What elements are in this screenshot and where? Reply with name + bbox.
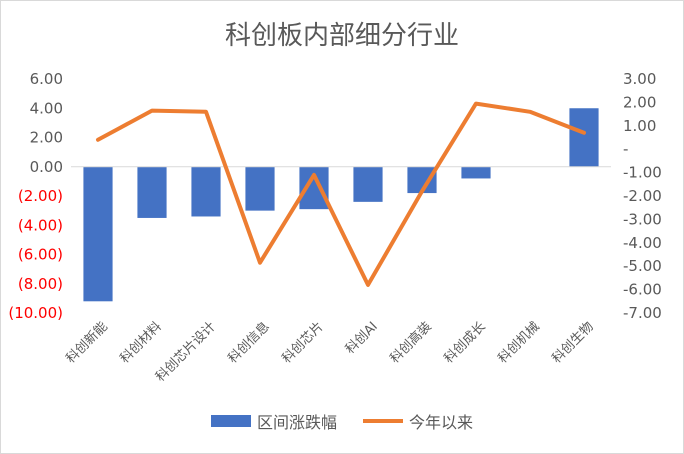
left-tick-label: (8.00) xyxy=(18,275,63,293)
left-tick-label: (6.00) xyxy=(18,246,63,264)
chart-title: 科创板内部细分行业 xyxy=(225,21,459,51)
category-label: 科创生物 xyxy=(549,319,596,366)
bar xyxy=(353,166,383,202)
right-tick-label: - xyxy=(623,140,628,158)
category-label: 科创新能 xyxy=(63,319,111,367)
right-tick-label: 1.00 xyxy=(623,117,656,135)
category-label: 科创高装 xyxy=(387,319,435,367)
category-label: 科创材料 xyxy=(117,319,164,366)
right-tick-label: -5.00 xyxy=(623,257,662,275)
left-tick-label: (4.00) xyxy=(18,216,63,234)
left-axis: 6.00 4.00 2.00 0.00 (2.00) (4.00) (6.00) (8.00)… xyxy=(8,70,63,322)
bar xyxy=(137,166,167,218)
legend: 区间涨跌幅 今年以来 xyxy=(211,413,473,432)
bar xyxy=(461,166,491,179)
bar xyxy=(191,166,221,217)
left-tick-label: 6.00 xyxy=(30,70,63,88)
bar xyxy=(569,108,599,167)
right-tick-label: -7.00 xyxy=(623,304,662,322)
right-tick-label: -4.00 xyxy=(623,234,662,252)
left-tick-label: (10.00) xyxy=(8,304,63,322)
left-tick-label: 0.00 xyxy=(30,158,63,176)
right-tick-label: -6.00 xyxy=(623,281,662,299)
category-label: 科创芯片 xyxy=(279,319,326,366)
right-tick-label: -3.00 xyxy=(623,210,662,228)
category-label: 科创AI xyxy=(343,319,381,357)
right-tick-label: 3.00 xyxy=(623,70,656,88)
right-tick-label: -2.00 xyxy=(623,187,662,205)
line-series xyxy=(96,101,586,287)
right-tick-label: -1.00 xyxy=(623,164,662,182)
bar-series xyxy=(83,108,599,302)
left-tick-label: 4.00 xyxy=(30,99,63,117)
legend-bar-swatch xyxy=(211,415,251,427)
left-tick-label: (2.00) xyxy=(18,187,63,205)
series-line xyxy=(96,101,586,287)
left-tick-label: 2.00 xyxy=(30,129,63,147)
right-axis: 3.00 2.00 1.00 - -1.00 -2.00 -3.00 -4.00 -5.00 -6… xyxy=(623,70,662,322)
right-tick-label: 2.00 xyxy=(623,93,656,111)
legend-line-label: 今年以来 xyxy=(409,413,473,432)
bar xyxy=(245,166,275,211)
category-label: 科创成长 xyxy=(441,319,488,366)
category-label: 科创信息 xyxy=(225,319,273,367)
legend-bar-label: 区间涨跌幅 xyxy=(257,413,337,432)
category-label: 科创机械 xyxy=(495,319,542,366)
bar xyxy=(83,166,113,302)
